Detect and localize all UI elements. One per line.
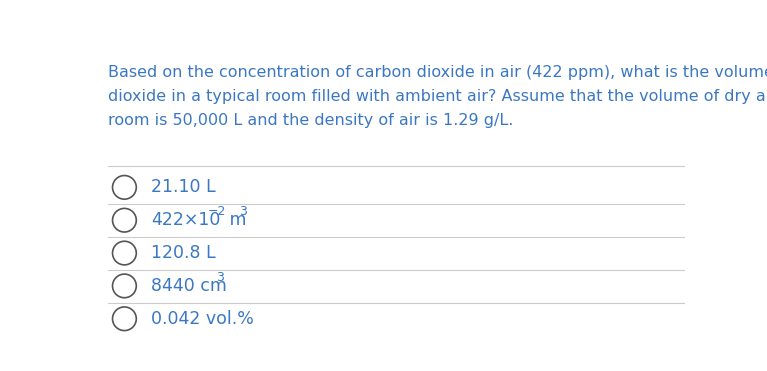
- Text: dioxide in a typical room filled with ambient air? Assume that the volume of dry: dioxide in a typical room filled with am…: [107, 89, 767, 104]
- Text: 422×10: 422×10: [151, 211, 221, 229]
- Text: 0.042 vol.%: 0.042 vol.%: [151, 310, 254, 328]
- Text: Based on the concentration of carbon dioxide in air (422 ppm), what is the volum: Based on the concentration of carbon dio…: [107, 65, 767, 79]
- Text: 21.10 L: 21.10 L: [151, 178, 216, 196]
- Text: room is 50,000 L and the density of air is 1.29 g/L.: room is 50,000 L and the density of air …: [107, 113, 513, 128]
- Text: −2: −2: [208, 205, 226, 218]
- Text: 3: 3: [216, 271, 225, 284]
- Text: 3: 3: [239, 205, 247, 218]
- Text: 120.8 L: 120.8 L: [151, 244, 216, 262]
- Text: 8440 cm: 8440 cm: [151, 277, 227, 295]
- Text: m: m: [224, 211, 246, 229]
